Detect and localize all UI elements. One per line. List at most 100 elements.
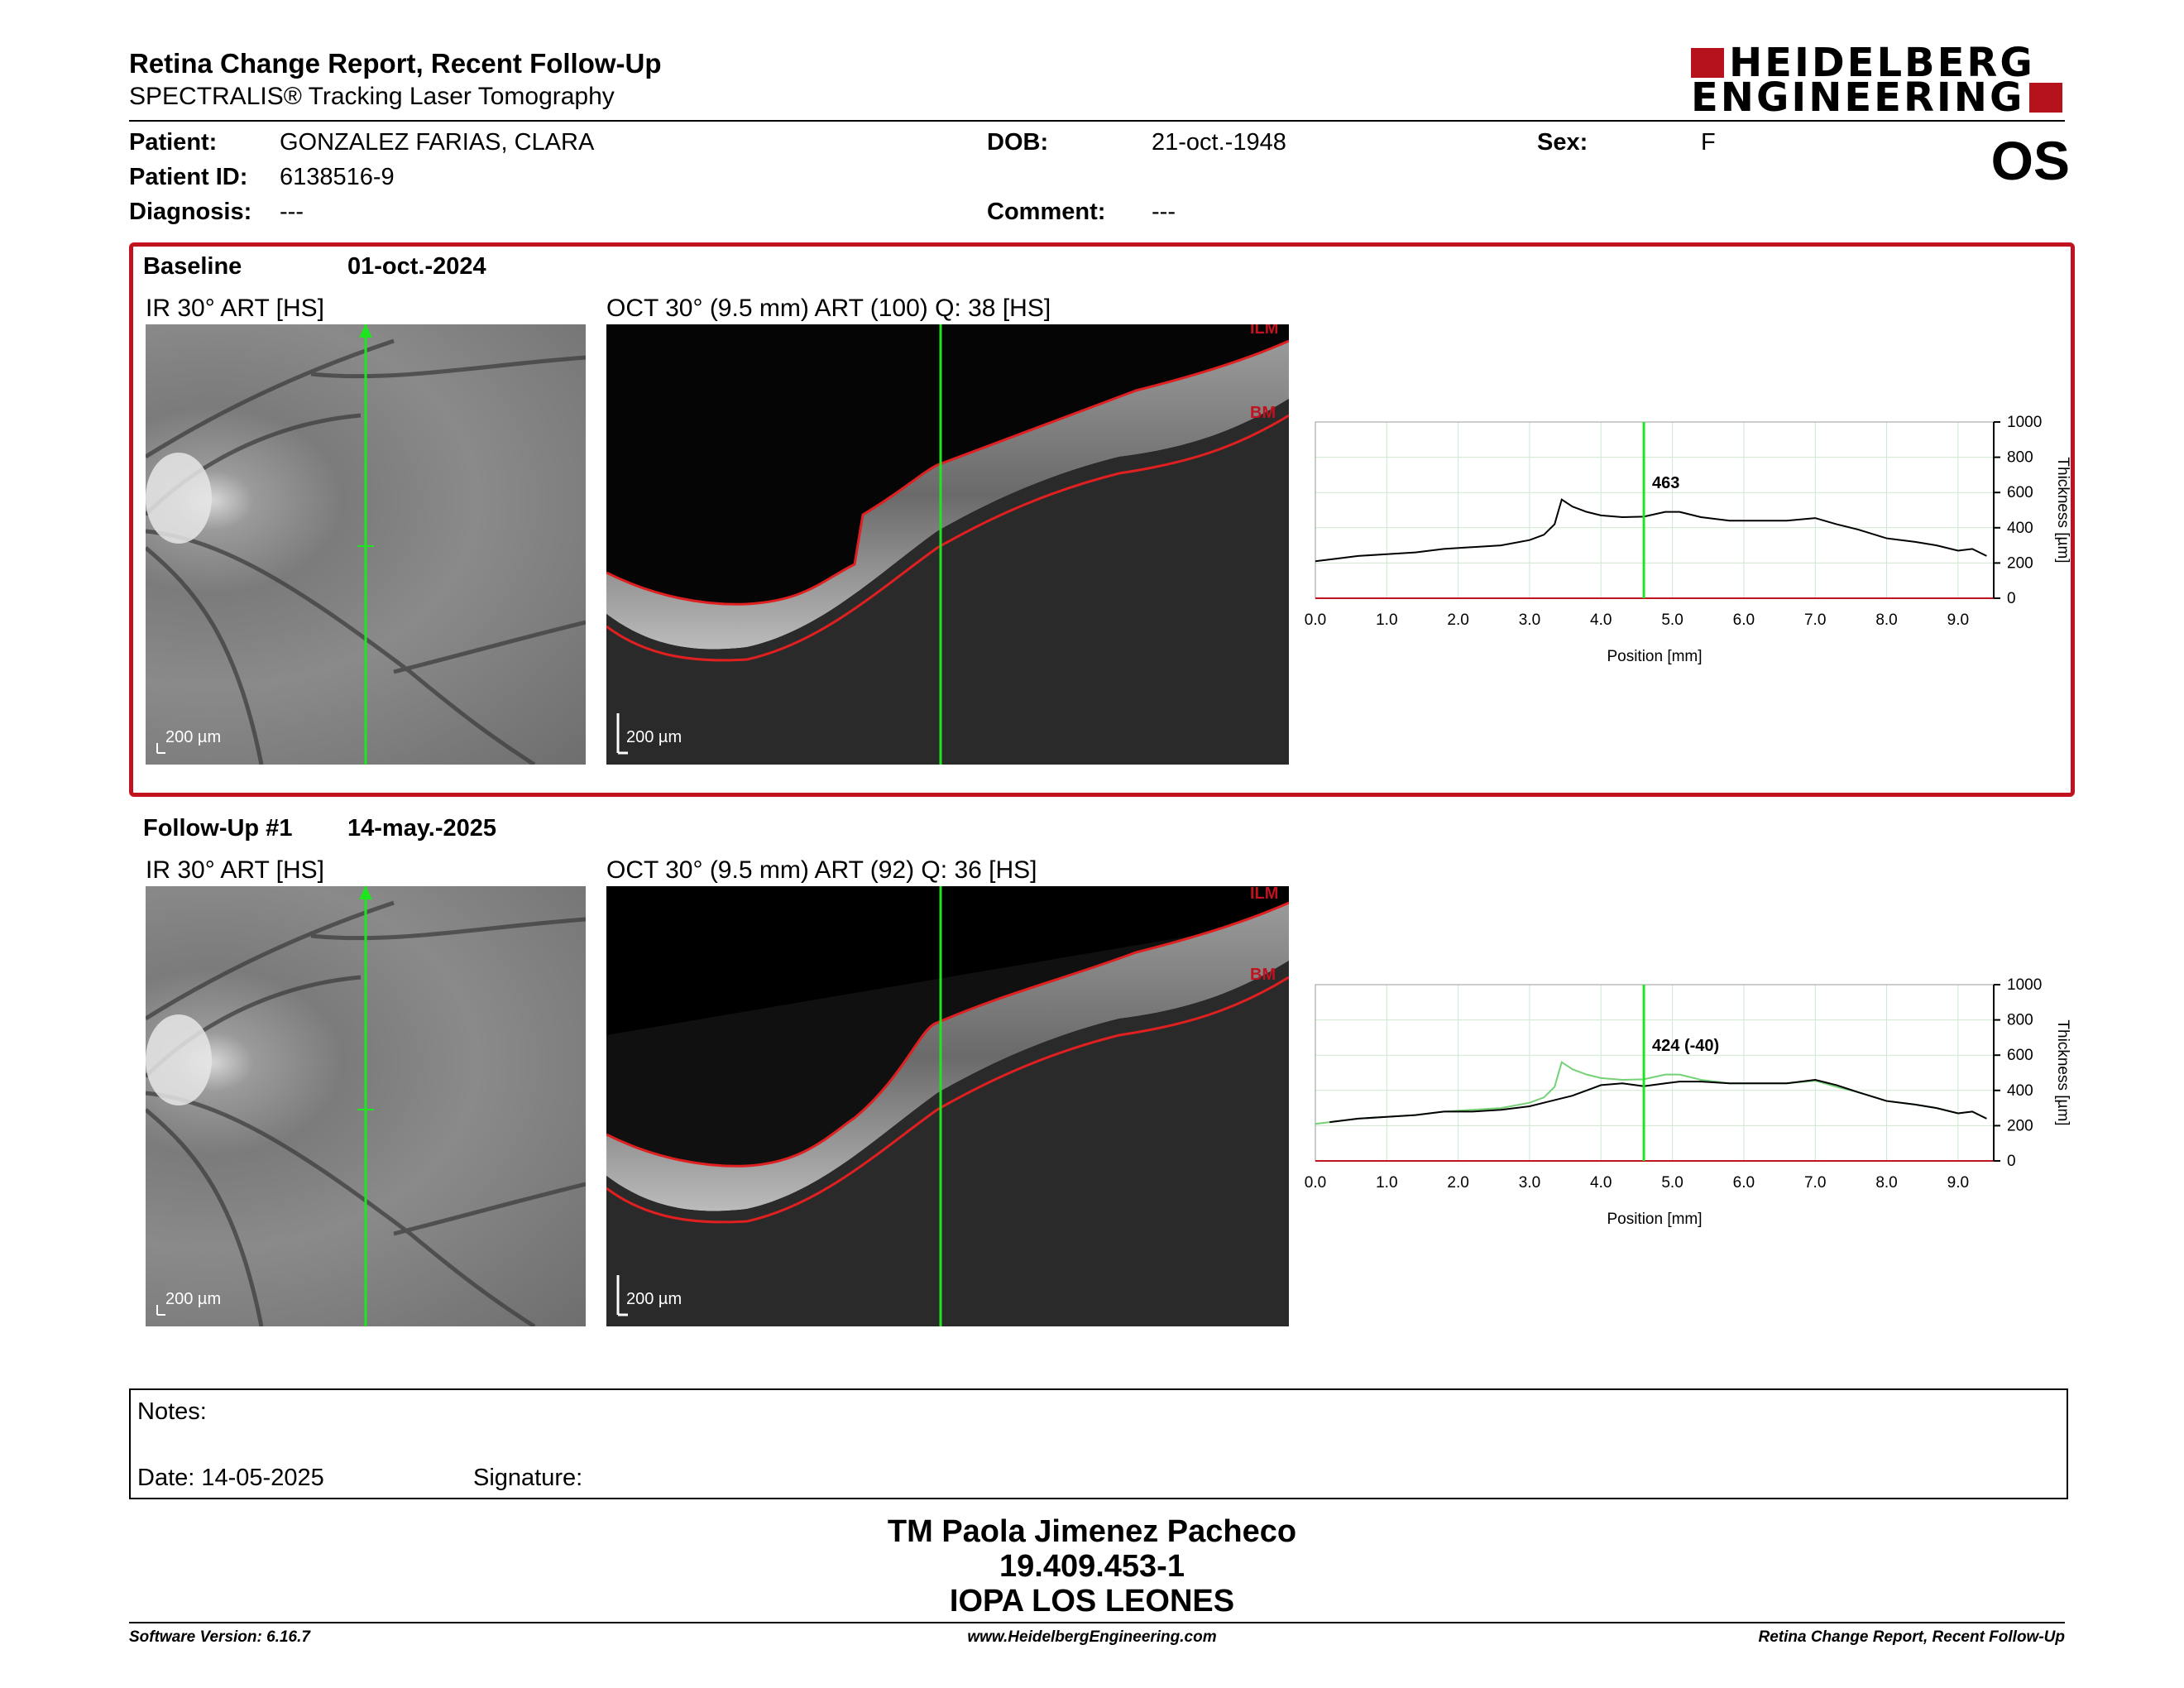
followup-oct-scan: 200 µm ILM BM xyxy=(606,886,1289,1326)
dob-value: 21-oct.-1948 xyxy=(1152,129,1286,156)
sex-label: Sex: xyxy=(1537,129,1588,156)
x-tick-label: 6.0 xyxy=(1733,1174,1755,1192)
x-tick-label: 6.0 xyxy=(1733,611,1755,629)
marker-value-label: 463 xyxy=(1652,474,1679,492)
software-version: Software Version: 6.16.7 xyxy=(129,1628,310,1646)
y-axis-label: Thickness [µm] xyxy=(2054,1019,2071,1125)
thickness-line xyxy=(1329,1079,1987,1124)
patient-id-value: 6138516-9 xyxy=(280,164,395,190)
followup-label: Follow-Up #1 xyxy=(143,815,293,842)
report-subtitle: SPECTRALIS® Tracking Laser Tomography xyxy=(129,83,615,110)
followup-ir-fundus-image: 200 µm xyxy=(146,886,586,1326)
y-tick-label: 800 xyxy=(2007,449,2033,467)
x-tick-label: 8.0 xyxy=(1875,611,1897,629)
x-axis-label: Position [mm] xyxy=(1607,648,1702,665)
followup-ilm-label: ILM xyxy=(1250,886,1279,903)
y-tick-label: 200 xyxy=(2007,554,2033,572)
followup-oct-scale: 200 µm xyxy=(626,1290,682,1308)
baseline-ir-title: IR 30° ART [HS] xyxy=(146,295,324,322)
signature-label: Signature: xyxy=(473,1465,583,1491)
y-tick-label: 400 xyxy=(2007,1082,2033,1100)
patient-id-label: Patient ID: xyxy=(129,164,248,190)
baseline-oct-title: OCT 30° (9.5 mm) ART (100) Q: 38 [HS] xyxy=(606,295,1051,322)
x-tick-label: 1.0 xyxy=(1376,1174,1397,1192)
x-tick-label: 4.0 xyxy=(1590,1174,1612,1192)
baseline-ir-fundus-image: 200 µm xyxy=(146,324,586,765)
y-tick-label: 0 xyxy=(2007,590,2016,607)
x-tick-label: 0.0 xyxy=(1305,611,1326,629)
marker-value-label: 424 (-40) xyxy=(1652,1037,1719,1055)
institution-name: IOPA LOS LEONES xyxy=(949,1584,1235,1618)
x-tick-label: 3.0 xyxy=(1519,611,1540,629)
y-tick-label: 600 xyxy=(2007,484,2033,501)
footer-report-name: Retina Change Report, Recent Follow-Up xyxy=(1758,1628,2065,1646)
x-tick-label: 9.0 xyxy=(1947,611,1969,629)
diagnosis-value: --- xyxy=(280,199,304,225)
plot-frame xyxy=(1315,984,1995,1162)
baseline-label: Baseline xyxy=(143,253,242,280)
operator-name: TM Paola Jimenez Pacheco xyxy=(887,1514,1297,1549)
x-tick-label: 3.0 xyxy=(1519,1174,1540,1192)
patient-name: GONZALEZ FARIAS, CLARA xyxy=(280,129,595,156)
operator-rut: 19.409.453-1 xyxy=(999,1549,1185,1584)
x-tick-label: 0.0 xyxy=(1305,1174,1326,1192)
dob-label: DOB: xyxy=(987,129,1049,156)
x-tick-label: 8.0 xyxy=(1875,1174,1897,1192)
followup-thickness-chart: 0.0 1.0 2.0 3.0 4.0 5.0 6.0 7.0 8.0 9.0 0 200 400 600… xyxy=(1305,976,2071,1228)
x-tick-label: 2.0 xyxy=(1447,1174,1468,1192)
x-tick-label: 5.0 xyxy=(1661,611,1683,629)
heidelberg-logo: HEIDELBERG xyxy=(1691,43,2035,83)
y-tick-label: 600 xyxy=(2007,1047,2033,1064)
comment-label: Comment: xyxy=(987,199,1106,225)
thickness-line xyxy=(1315,498,1987,563)
notes-date: Date: 14-05-2025 xyxy=(137,1465,324,1491)
notes-box: Notes: Date: 14-05-2025 Signature: xyxy=(129,1388,2068,1499)
website-link: www.HeidelbergEngineering.com xyxy=(967,1628,1217,1646)
baseline-oct-scan: 200 µm ILM BM xyxy=(606,324,1289,765)
followup-date: 14-may.-2025 xyxy=(347,815,497,842)
baseline-date: 01-oct.-2024 xyxy=(347,253,486,280)
x-tick-label: 2.0 xyxy=(1447,611,1468,629)
fundus-vessels xyxy=(146,324,586,765)
followup-ir-scale: 200 µm xyxy=(165,1290,222,1308)
sex-value: F xyxy=(1701,129,1716,156)
logo-square-icon xyxy=(1691,48,1724,78)
y-tick-label: 0 xyxy=(2007,1153,2016,1170)
comment-value: --- xyxy=(1152,199,1176,225)
y-tick-label: 1000 xyxy=(2007,414,2042,431)
x-tick-label: 4.0 xyxy=(1590,611,1612,629)
x-tick-label: 9.0 xyxy=(1947,1174,1969,1192)
y-tick-label: 200 xyxy=(2007,1117,2033,1134)
baseline-ilm-label: ILM xyxy=(1250,324,1279,338)
header-rule xyxy=(129,120,2065,122)
x-axis-label: Position [mm] xyxy=(1607,1211,1702,1228)
notes-label: Notes: xyxy=(137,1398,207,1425)
x-tick-label: 5.0 xyxy=(1661,1174,1683,1192)
fundus-vessels xyxy=(146,886,586,1326)
plot-frame xyxy=(1315,421,1995,599)
y-tick-label: 800 xyxy=(2007,1012,2033,1029)
baseline-thickness-chart: 0.0 1.0 2.0 3.0 4.0 5.0 6.0 7.0 8.0 9.0 0 200 400 600… xyxy=(1305,414,2071,665)
followup-bm-label: BM xyxy=(1250,966,1276,984)
patient-label: Patient: xyxy=(129,129,218,156)
eye-indicator: OS xyxy=(1990,130,2070,191)
baseline-oct-bscan xyxy=(606,324,1289,765)
logo-square-icon xyxy=(2029,83,2063,113)
followup-ir-title: IR 30° ART [HS] xyxy=(146,856,324,884)
followup-oct-title: OCT 30° (9.5 mm) ART (92) Q: 36 [HS] xyxy=(606,856,1037,884)
followup-oct-bscan xyxy=(606,886,1289,1326)
heidelberg-logo-line2: ENGINEERING xyxy=(1691,78,2063,117)
report-title: Retina Change Report, Recent Follow-Up xyxy=(129,48,662,79)
baseline-bm-label: BM xyxy=(1250,404,1276,422)
x-tick-label: 7.0 xyxy=(1804,1174,1826,1192)
baseline-ir-scale: 200 µm xyxy=(165,728,222,746)
x-tick-label: 1.0 xyxy=(1376,611,1397,629)
baseline-panel-border xyxy=(129,242,2075,797)
diagnosis-label: Diagnosis: xyxy=(129,199,252,225)
y-axis-label: Thickness [µm] xyxy=(2054,457,2071,563)
baseline-oct-scale: 200 µm xyxy=(626,728,682,746)
x-tick-label: 7.0 xyxy=(1804,611,1826,629)
footer-rule xyxy=(129,1622,2065,1623)
y-tick-label: 400 xyxy=(2007,520,2033,537)
y-tick-label: 1000 xyxy=(2007,976,2042,994)
